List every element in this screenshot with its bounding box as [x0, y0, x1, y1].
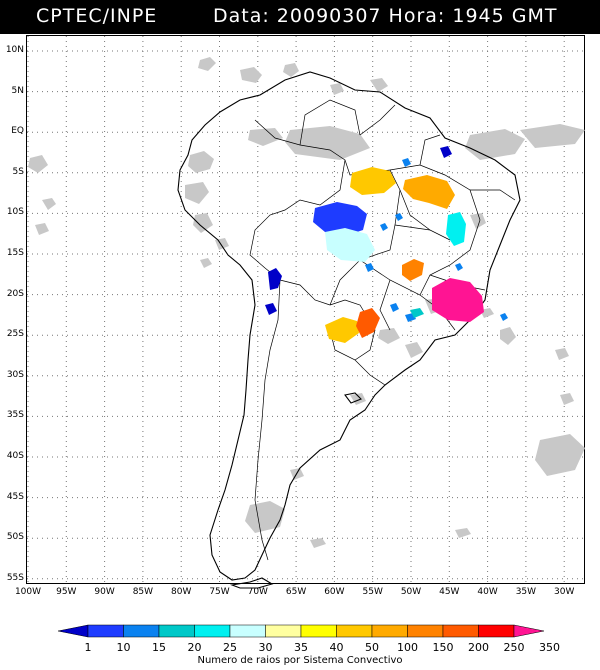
storm-bahia-coast [446, 212, 466, 246]
colorbar-tick-label: 50 [365, 641, 379, 654]
latitude-label: 40S [6, 451, 24, 461]
longitude-label: 30W [554, 587, 575, 597]
latitude-label: EQ [11, 126, 24, 137]
latitude-label: 5N [11, 85, 24, 96]
colorbar-tick-label: 150 [432, 641, 454, 654]
map-frame [26, 35, 585, 584]
graticule [27, 36, 584, 583]
colorbar-swatch [478, 624, 515, 638]
latitude-label: 55S [6, 572, 24, 583]
latitude-label: 35S [6, 410, 24, 421]
colorbar-tick-label: 100 [397, 641, 418, 654]
longitude-label: 70W [247, 587, 268, 597]
colorbar-tick-label: 1 [84, 641, 92, 654]
latitude-label: 25S [6, 329, 24, 340]
colorbar-swatch [194, 624, 231, 638]
colorbar-tick-label: 40 [329, 641, 344, 654]
colorbar-swatch [87, 624, 124, 638]
longitude-label: 65W [285, 587, 307, 597]
south-america-map [27, 36, 585, 589]
storm-maranhao [440, 146, 452, 158]
colorbar-tick-label: 35 [294, 641, 308, 654]
cloud-cover [28, 57, 585, 548]
longitude-label: 40W [477, 587, 498, 597]
storm-rondonia [325, 228, 375, 262]
longitude-label: 80W [171, 587, 192, 597]
longitude-label: 50W [400, 587, 422, 597]
storm-para-east [350, 167, 396, 195]
latitude-label: 30S [6, 369, 24, 380]
colorbar-tick-label: 200 [468, 641, 489, 654]
storm-bolivia-east [265, 268, 282, 315]
longitude-label: 75W [209, 587, 230, 597]
coastlines [177, 71, 521, 589]
colorbar-swatch [229, 624, 266, 638]
colorbar-tick-label: 25 [223, 641, 237, 654]
longitude-label: 90W [94, 587, 115, 597]
header-source: CPTEC/INPE [36, 5, 158, 27]
storm-small-cyan [410, 308, 424, 318]
latitude-label: 10S [6, 207, 24, 218]
colorbar-swatch [442, 624, 479, 638]
colorbar-tick-label: 250 [503, 641, 525, 654]
colorbar-swatch [336, 624, 373, 638]
storm-bahia-north [403, 175, 455, 209]
header-datetime: Data: 20090307 Hora: 1945 GMT [213, 5, 558, 27]
longitude-label: 85W [132, 587, 154, 597]
longitude-label: 95W [56, 587, 77, 597]
colorbar-tick-label: 350 [539, 641, 560, 654]
colorbar-right-arrow [513, 624, 545, 638]
storm-parana [325, 317, 359, 343]
colorbar-title: Numero de raios por Sistema Convectivo [197, 655, 403, 666]
colorbar-swatch [158, 624, 195, 638]
longitude-label: 55W [362, 587, 383, 597]
storm-minas-rio [432, 278, 484, 322]
latitude-label: 15S [6, 248, 24, 258]
colorbar-tick-label: 20 [187, 641, 202, 654]
colorbar-tick-label: 30 [258, 641, 273, 654]
longitude-label: 35W [515, 587, 537, 597]
colorbar-swatch [265, 624, 302, 638]
storm-mato-grosso [313, 202, 367, 236]
latitude-label: 50S [6, 532, 24, 543]
colorbar-swatch [300, 624, 337, 638]
latitude-label: 10N [5, 45, 24, 55]
colorbar-left-arrow [57, 624, 89, 638]
colorbar-swatch [371, 624, 408, 638]
latitude-label: 45S [6, 491, 24, 502]
storm-goias [402, 259, 424, 281]
longitude-label: 100W [14, 587, 42, 597]
colorbar-tick-label: 15 [152, 641, 166, 654]
longitude-label: 60W [324, 587, 345, 597]
storm-sao-paulo-west [356, 308, 380, 338]
colorbar-swatch [407, 624, 444, 638]
colorbar [57, 624, 545, 638]
latitude-label: 20S [6, 288, 24, 299]
latitude-label: 5S [12, 166, 24, 177]
colorbar-tick-label: 10 [116, 641, 131, 654]
map-header: CPTEC/INPE Data: 20090307 Hora: 1945 GMT [0, 0, 600, 34]
convective-systems [265, 146, 508, 343]
longitude-label: 45W [439, 587, 460, 597]
colorbar-swatch [123, 624, 160, 638]
